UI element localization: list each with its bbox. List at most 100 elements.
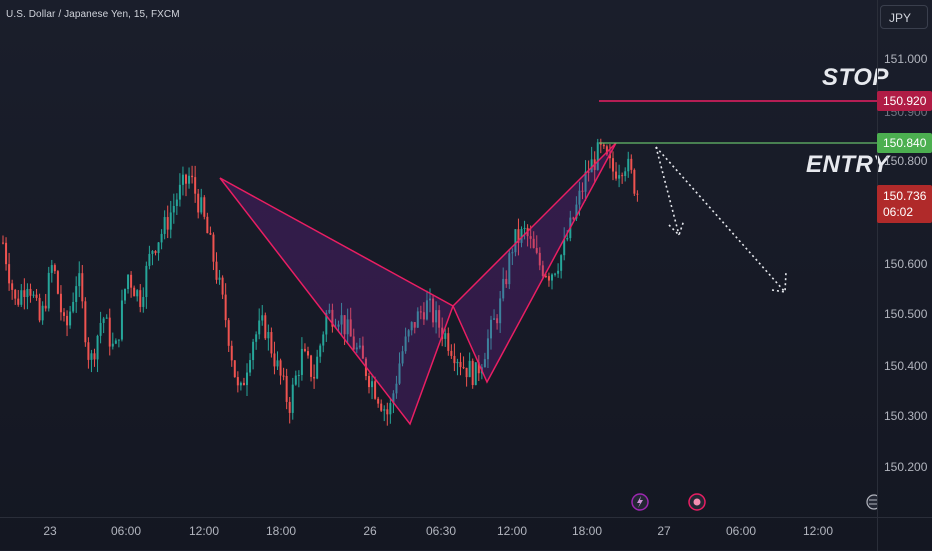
candle-body: [493, 318, 496, 320]
candle-body: [578, 190, 581, 205]
entry-annotation[interactable]: ENTRY: [806, 151, 890, 178]
candle-body: [87, 342, 90, 360]
candle-body: [160, 233, 163, 243]
candle-body: [169, 212, 172, 230]
candle-body: [47, 272, 50, 309]
candle-body: [572, 217, 575, 219]
candle-body: [56, 271, 59, 294]
candle-body: [279, 360, 282, 376]
candle-body: [35, 294, 38, 298]
candle-body: [41, 305, 44, 321]
candle-body: [236, 377, 239, 386]
candle-body: [303, 348, 306, 352]
candle-body: [636, 193, 639, 195]
candle-body: [621, 175, 624, 177]
candle-body: [191, 175, 194, 178]
candle-body: [133, 287, 136, 297]
candle-body: [508, 253, 511, 285]
candle-body: [544, 276, 547, 278]
candle-body: [212, 234, 215, 262]
time-tick: 23: [43, 524, 57, 538]
candle-body: [188, 175, 191, 184]
candle-body: [605, 146, 608, 155]
candle-body: [93, 353, 96, 360]
candle-body: [325, 312, 328, 335]
candle-body: [239, 382, 242, 386]
event-markers[interactable]: [631, 493, 877, 511]
candle-body: [468, 360, 471, 378]
candle-body: [29, 288, 32, 296]
candle-body: [532, 238, 535, 248]
candle-body: [194, 177, 197, 194]
candle-body: [343, 315, 346, 335]
candle-body: [346, 319, 349, 335]
candle-body: [69, 311, 72, 326]
candle-body: [267, 332, 270, 339]
candle-body: [261, 315, 264, 321]
candle-body: [596, 142, 599, 170]
candle-body: [127, 274, 130, 290]
candle-body: [331, 309, 334, 327]
candle-body: [172, 205, 175, 213]
candle-body: [215, 261, 218, 280]
candle-body: [410, 322, 413, 331]
candle-body: [246, 372, 248, 386]
candle-body: [355, 347, 358, 350]
candle-body: [270, 332, 273, 354]
candle-body: [50, 265, 53, 273]
projection-arrows[interactable]: [655, 146, 787, 293]
current-price-tag: 150.736 06:02: [877, 185, 932, 223]
candle-body: [514, 229, 517, 253]
time-tick: 18:00: [571, 524, 603, 538]
candle-body: [96, 335, 99, 360]
candle-body: [413, 322, 416, 328]
lightning-icon[interactable]: [631, 493, 649, 511]
current-price-value: 150.736: [883, 189, 927, 203]
flag-icon[interactable]: [866, 494, 877, 510]
candle-body: [541, 265, 544, 277]
symbol-title[interactable]: U.S. Dollar / Japanese Yen, 15, FXCM: [6, 9, 180, 20]
time-tick: 12:00: [802, 524, 834, 538]
candle-body: [233, 360, 236, 378]
candle-body: [136, 290, 139, 297]
candle-body: [63, 312, 65, 316]
candle-body: [249, 360, 252, 373]
candle-body: [444, 333, 447, 339]
bar-countdown: 06:02: [883, 205, 914, 219]
candle-body: [20, 290, 23, 305]
price-axis[interactable]: [877, 0, 932, 517]
candle-body: [78, 273, 81, 287]
candle-body: [322, 334, 325, 346]
candle-body: [587, 171, 590, 173]
candle-body: [520, 228, 523, 243]
currency-selector-button[interactable]: JPY: [880, 5, 928, 29]
candle-body: [618, 175, 621, 179]
time-tick: 18:00: [265, 524, 297, 538]
candle-body: [404, 336, 407, 352]
candle-body: [560, 255, 563, 271]
candle-body: [117, 339, 120, 341]
candle-body: [294, 375, 297, 385]
candle-body: [224, 294, 227, 321]
time-axis[interactable]: [0, 517, 877, 551]
candle-body: [319, 345, 322, 357]
candle-body: [517, 229, 520, 243]
candle-body: [99, 322, 102, 336]
candle-body: [337, 324, 340, 327]
event-circle-icon[interactable]: [688, 493, 706, 511]
candle-body: [361, 345, 364, 359]
candle-body: [608, 154, 611, 159]
harmonic-pattern-right-triangle[interactable]: [452, 142, 617, 384]
candle-body: [392, 393, 395, 404]
price-chart[interactable]: [0, 0, 877, 517]
candle-body: [486, 338, 489, 360]
candle-body: [90, 353, 93, 360]
harmonic-pattern-left-triangle[interactable]: [219, 177, 454, 426]
candle-body: [11, 283, 14, 290]
candle-body: [557, 270, 560, 274]
candle-body: [145, 265, 148, 298]
candle-body: [75, 286, 78, 302]
candle-body: [120, 300, 123, 340]
candle-body: [209, 233, 212, 235]
candle-body: [258, 320, 261, 335]
